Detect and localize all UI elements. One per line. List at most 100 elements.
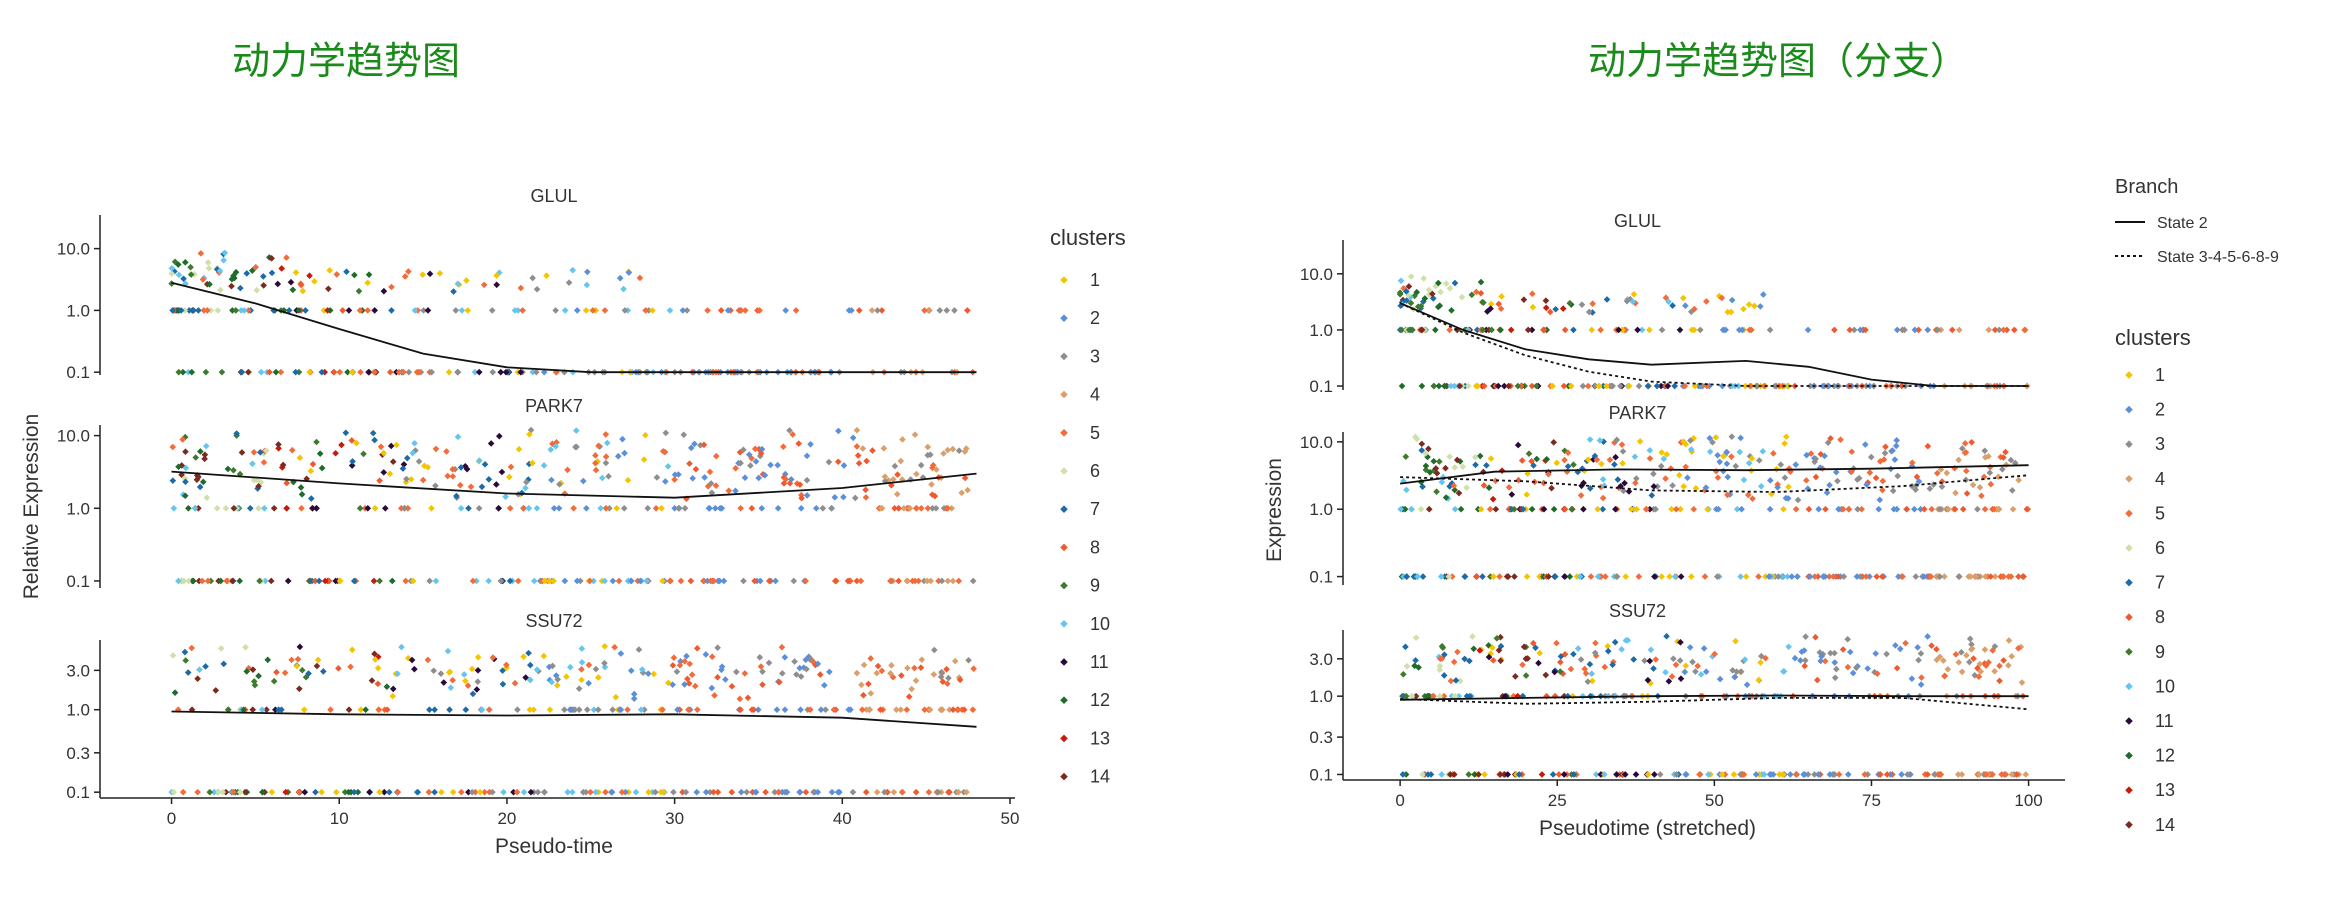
data-point [1403, 663, 1411, 670]
data-point [834, 458, 842, 466]
data-point [250, 448, 258, 456]
data-point [1848, 448, 1856, 456]
data-point [444, 472, 451, 480]
clusters-legend-key [2125, 786, 2133, 794]
data-point [217, 577, 225, 585]
data-point [1550, 505, 1558, 513]
data-point [1471, 771, 1478, 778]
data-point [676, 661, 684, 669]
clusters-legend-key [1060, 505, 1068, 513]
data-point [259, 273, 267, 280]
data-point [908, 685, 915, 693]
data-point [341, 788, 349, 796]
data-point [796, 788, 803, 796]
data-point [1901, 326, 1908, 334]
data-point [1844, 663, 1852, 671]
y-tick-label: 3.0 [1309, 650, 1333, 669]
data-point [1457, 505, 1465, 513]
data-point [1448, 573, 1456, 580]
data-point [1803, 477, 1810, 484]
x-tick-label: 40 [833, 809, 852, 828]
data-point [1578, 301, 1586, 308]
data-point [1399, 771, 1407, 778]
data-point [1663, 632, 1670, 640]
data-point [681, 681, 688, 688]
data-point [1634, 326, 1641, 334]
data-point [1469, 633, 1476, 640]
data-point [603, 439, 611, 447]
data-point [1611, 638, 1619, 646]
data-point [844, 577, 852, 585]
data-point [294, 655, 302, 663]
data-point [716, 577, 723, 585]
data-point [306, 368, 313, 376]
data-point [1864, 665, 1871, 672]
data-point [228, 282, 235, 290]
data-point [1398, 382, 1406, 390]
data-point [468, 788, 476, 796]
data-point [424, 656, 432, 664]
data-point [533, 666, 541, 674]
data-point [1424, 771, 1432, 778]
data-point [1468, 291, 1476, 299]
data-point [309, 504, 316, 512]
data-point [1858, 505, 1865, 513]
data-point [253, 286, 261, 294]
data-point [1570, 461, 1577, 469]
data-point [311, 577, 319, 585]
data-point [954, 706, 961, 714]
data-point [1476, 452, 1484, 460]
data-point [182, 657, 190, 664]
data-point [179, 368, 187, 376]
x-axis-label: Pseudo-time [495, 835, 613, 858]
data-point [757, 450, 765, 457]
data-point [1712, 434, 1720, 441]
y-tick-label: 10.0 [1300, 265, 1333, 284]
data-point [893, 490, 901, 498]
data-point [717, 307, 725, 314]
data-point [1719, 382, 1726, 390]
data-point [708, 684, 716, 692]
data-point [1801, 662, 1808, 670]
data-point [313, 662, 321, 670]
data-point [779, 670, 786, 677]
data-point [1461, 573, 1469, 580]
data-point [1473, 326, 1481, 334]
data-point [1592, 771, 1600, 778]
data-point [1633, 475, 1640, 482]
y-tick-label: 10.0 [57, 427, 90, 446]
data-point [1917, 650, 1925, 657]
data-point [832, 577, 840, 585]
data-point [506, 577, 514, 585]
data-point [473, 686, 481, 693]
data-point [1403, 573, 1411, 580]
data-point [817, 706, 825, 714]
data-point [1826, 481, 1833, 489]
data-point [1408, 692, 1416, 700]
data-point [1412, 634, 1420, 642]
data-point [1653, 382, 1661, 390]
data-point [1804, 771, 1812, 778]
data-point [1987, 573, 1994, 580]
data-point [2000, 573, 2007, 580]
data-point [665, 679, 672, 687]
data-point [812, 661, 819, 669]
data-point [594, 706, 602, 714]
data-point [1644, 676, 1652, 684]
data-point [202, 442, 210, 450]
data-point [1510, 505, 1518, 513]
data-point [1612, 453, 1619, 461]
data-point [1977, 668, 1985, 675]
data-point [1782, 433, 1790, 441]
data-point [1995, 505, 2002, 513]
data-point [1694, 662, 1702, 670]
data-point [1724, 491, 1731, 499]
data-point [1797, 657, 1804, 664]
trend-line-state2-ssu72 [1400, 694, 2029, 701]
data-point [221, 249, 229, 257]
data-point [185, 307, 193, 314]
data-point [1507, 326, 1515, 334]
data-point [220, 660, 228, 668]
data-point [1593, 456, 1601, 464]
data-point [1680, 438, 1687, 445]
